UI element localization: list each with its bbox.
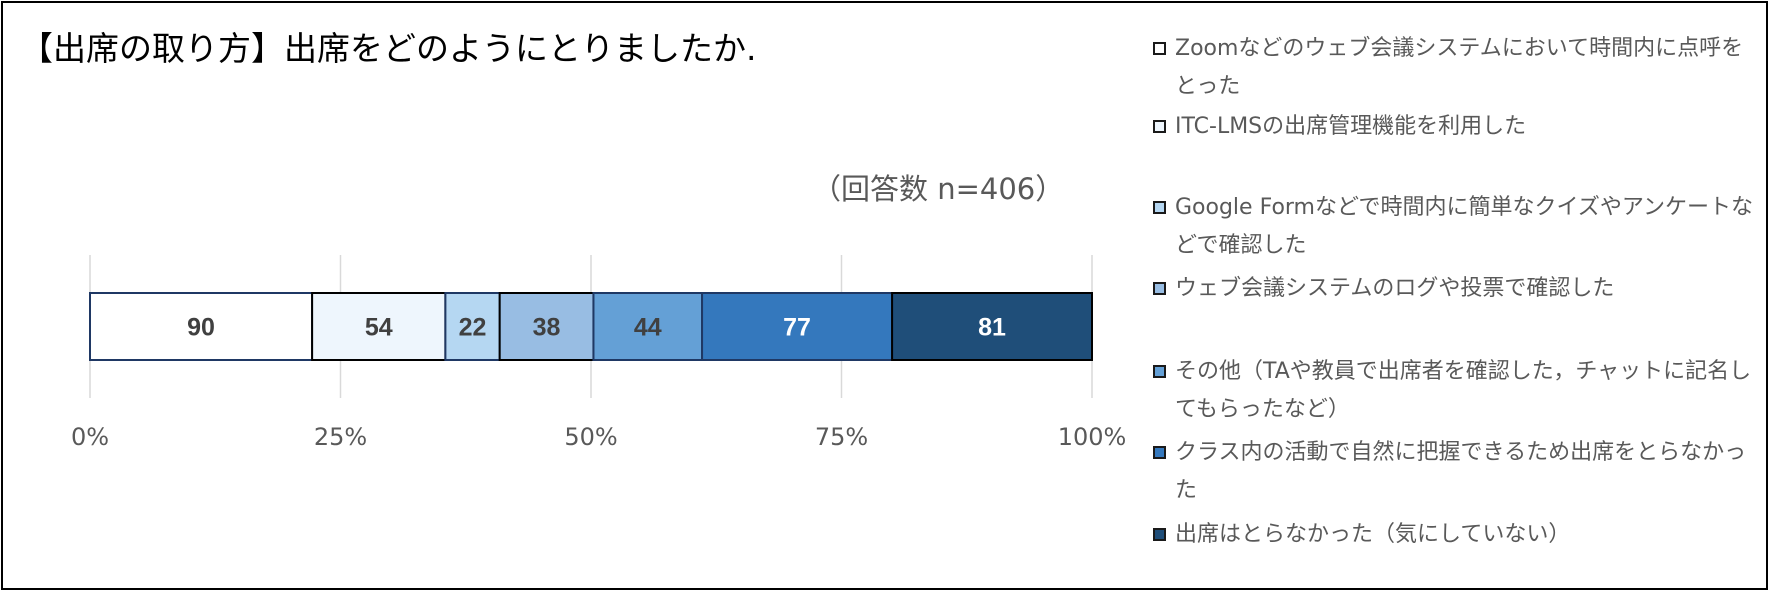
data-label: 44 bbox=[634, 314, 662, 342]
data-label: 54 bbox=[365, 314, 393, 342]
legend-swatch bbox=[1153, 282, 1166, 295]
chart-title: 【出席の取り方】出席をどのようにとりましたか. bbox=[20, 29, 757, 68]
x-tick-label: 100% bbox=[1058, 423, 1127, 451]
legend-item: その他（TAや教員で出席者を確認した，チャットに記名してもらったなど） bbox=[1150, 353, 1760, 429]
legend-item: Zoomなどのウェブ会議システムにおいて時間内に点呼をとった bbox=[1150, 30, 1760, 106]
legend-item: 出席はとらなかった（気にしていない） bbox=[1150, 516, 1760, 554]
data-label: 81 bbox=[978, 314, 1006, 342]
legend-label: その他（TAや教員で出席者を確認した，チャットに記名してもらったなど） bbox=[1175, 359, 1752, 422]
data-label: 38 bbox=[533, 314, 561, 342]
legend-label: Zoomなどのウェブ会議システムにおいて時間内に点呼をとった bbox=[1175, 36, 1744, 99]
bar-segment bbox=[891, 292, 1093, 361]
legend-label: Google Formなどで時間内に簡単なクイズやアンケートなどで確認した bbox=[1175, 195, 1754, 258]
response-count-annotation: （回答数 n=406） bbox=[812, 172, 1065, 206]
bar-segment bbox=[89, 292, 314, 361]
legend-swatch bbox=[1153, 365, 1166, 378]
data-label: 22 bbox=[459, 314, 487, 342]
bar-segment bbox=[592, 292, 704, 361]
data-label: 77 bbox=[783, 314, 811, 342]
x-tick-label: 75% bbox=[815, 423, 868, 451]
x-tick-label: 25% bbox=[314, 423, 367, 451]
legend-label: 出席はとらなかった（気にしていない） bbox=[1175, 522, 1571, 547]
legend-swatch bbox=[1153, 446, 1166, 459]
legend-item: ウェブ会議システムのログや投票で確認した bbox=[1150, 270, 1760, 308]
legend-item: Google Formなどで時間内に簡単なクイズやアンケートなどで確認した bbox=[1150, 189, 1760, 265]
legend-label: ウェブ会議システムのログや投票で確認した bbox=[1175, 276, 1615, 301]
legend-label: クラス内の活動で自然に把握できるため出席をとらなかった bbox=[1175, 440, 1747, 503]
x-tick-label: 50% bbox=[564, 423, 617, 451]
data-label: 90 bbox=[187, 314, 215, 342]
legend-label: ITC-LMSの出席管理機能を利用した bbox=[1175, 114, 1527, 139]
x-tick-label: 0% bbox=[71, 423, 109, 451]
legend-item: ITC-LMSの出席管理機能を利用した bbox=[1150, 108, 1760, 146]
bar-segment bbox=[701, 292, 894, 361]
legend-swatch bbox=[1153, 201, 1166, 214]
legend-item: クラス内の活動で自然に把握できるため出席をとらなかった bbox=[1150, 434, 1760, 510]
legend-swatch bbox=[1153, 528, 1166, 541]
legend-swatch bbox=[1153, 120, 1166, 133]
plot-area: 0% 25% 50% 75% 100% 90 54 22 38 44 77 81 bbox=[71, 255, 1127, 451]
legend-swatch bbox=[1153, 42, 1166, 55]
